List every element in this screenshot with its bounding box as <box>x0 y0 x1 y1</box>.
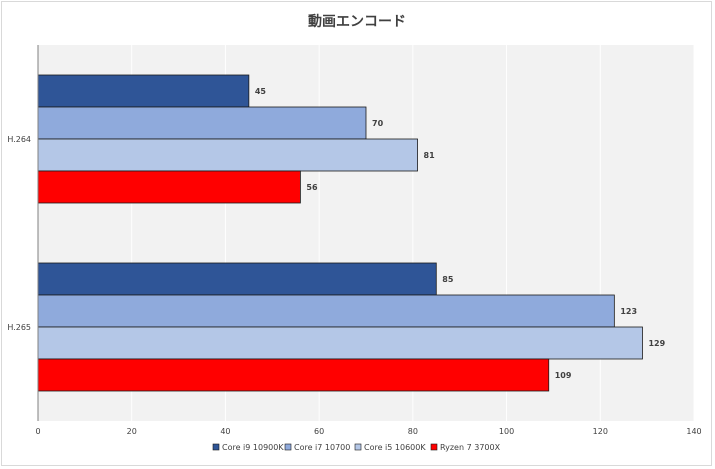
bars <box>37 74 643 392</box>
legend-swatch <box>284 443 292 451</box>
x-tick-label: 100 <box>499 427 514 436</box>
legend: Core i9 10900K Core i7 10700 Core i5 10600… <box>212 443 501 452</box>
data-label: 123 <box>620 307 637 316</box>
data-labels: 45 70 81 56 85 123 129 109 <box>255 87 666 380</box>
legend-label: Core i9 10900K <box>222 443 284 452</box>
bar <box>37 170 301 204</box>
x-tick-label: 20 <box>127 427 137 436</box>
bar <box>37 262 437 296</box>
bar <box>37 358 550 392</box>
x-tick-labels: 0 20 40 60 80 100 120 140 <box>35 427 701 436</box>
bar <box>37 74 250 108</box>
legend-label: Core i7 10700 <box>294 443 350 452</box>
bar <box>37 138 418 172</box>
bar <box>37 106 367 140</box>
legend-swatch <box>212 443 220 451</box>
x-tick-label: 140 <box>686 427 701 436</box>
bar <box>37 326 643 360</box>
x-tick-label: 60 <box>314 427 324 436</box>
data-label: 85 <box>442 275 454 284</box>
chart-title: 動画エンコード <box>308 13 406 30</box>
category-label: H.264 <box>7 135 31 144</box>
data-label: 70 <box>372 119 384 128</box>
x-tick-label: 0 <box>35 427 40 436</box>
legend-label: Ryzen 7 3700X <box>440 443 501 452</box>
data-label: 45 <box>255 87 267 96</box>
data-label: 129 <box>648 339 665 348</box>
bar <box>37 294 615 328</box>
legend-label: Core i5 10600K <box>364 443 426 452</box>
category-label: H.265 <box>7 323 31 332</box>
legend-swatch <box>354 443 362 451</box>
x-tick-label: 40 <box>220 427 230 436</box>
legend-swatch <box>430 443 438 451</box>
x-tick-label: 120 <box>593 427 608 436</box>
data-label: 109 <box>555 371 572 380</box>
data-label: 56 <box>306 183 318 192</box>
category-labels: H.264 H.265 <box>7 135 31 332</box>
data-label: 81 <box>424 151 436 160</box>
x-tick-label: 80 <box>408 427 418 436</box>
